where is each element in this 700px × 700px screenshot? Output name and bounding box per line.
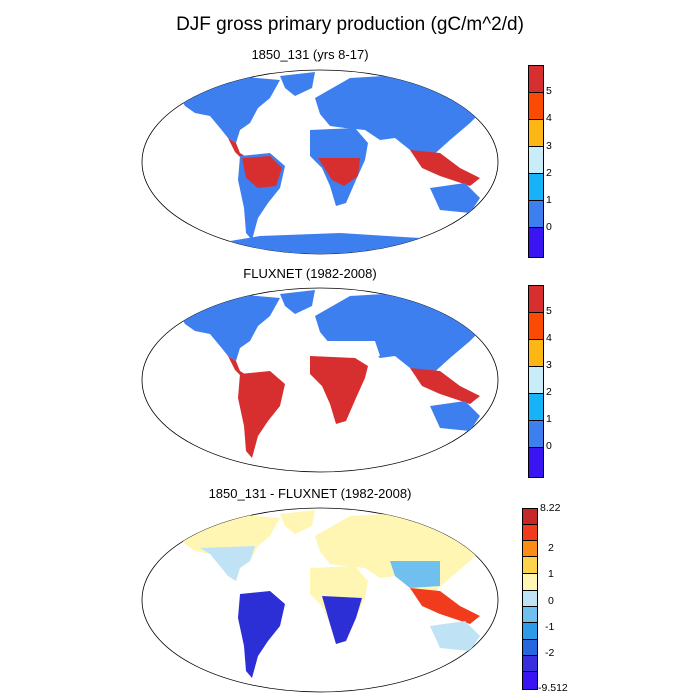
- greenland: [280, 290, 315, 314]
- cbar1-tick-3: 2: [546, 167, 552, 179]
- cbar2-swatch-6: [528, 447, 544, 478]
- cbar2-tick-3: 2: [546, 386, 552, 398]
- cbar1-tick-4: 1: [546, 194, 552, 206]
- south-america: [238, 371, 285, 458]
- cbar1-tick-2: 3: [546, 140, 552, 152]
- australia: [430, 621, 480, 651]
- australia: [430, 401, 480, 431]
- africa-tropics: [318, 158, 360, 186]
- se-asia: [410, 368, 480, 404]
- map-panel-3: [141, 507, 499, 693]
- cbar2-tick-5: 0: [546, 440, 552, 452]
- cbar1-swatch-1: [528, 92, 544, 121]
- colorbar-panel-1: [528, 65, 544, 258]
- central-america: [228, 356, 248, 379]
- cbar1-swatch-0: [528, 65, 544, 94]
- cbar3-tick-2: 1: [548, 568, 554, 580]
- central-america: [228, 138, 248, 161]
- cbar1-tick-5: 0: [546, 221, 552, 233]
- cbar2-swatch-3: [528, 366, 544, 395]
- greenland: [280, 72, 315, 96]
- panel-1-title: 1850_131 (yrs 8-17): [251, 47, 369, 62]
- cbar3-tick-6: -9.512: [538, 682, 568, 694]
- cbar3-tick-5: -2: [545, 647, 555, 659]
- cbar3-tick-4: -1: [545, 621, 555, 633]
- cbar2-swatch-2: [528, 339, 544, 368]
- cbar2-tick-4: 1: [546, 413, 552, 425]
- cbar3-tick-3: 0: [548, 595, 554, 607]
- amazon: [242, 156, 282, 188]
- north-america-south: [200, 546, 255, 581]
- cbar2-tick-0: 5: [546, 305, 552, 317]
- cbar2-swatch-4: [528, 393, 544, 422]
- cbar3-tick-1: 2: [548, 542, 554, 554]
- se-asia: [410, 588, 480, 624]
- cbar3-tick-0: 8.22: [540, 502, 561, 514]
- cbar2-swatch-5: [528, 420, 544, 449]
- greenland: [280, 510, 315, 534]
- south-asia: [390, 561, 440, 588]
- cbar1-swatch-5: [528, 200, 544, 229]
- cbar2-tick-2: 3: [546, 359, 552, 371]
- cbar1-swatch-3: [528, 146, 544, 175]
- cbar1-swatch-6: [528, 227, 544, 258]
- south-america: [238, 591, 285, 678]
- map-panel-1: [141, 69, 499, 255]
- map-panel-2: [141, 287, 499, 473]
- cbar3-swatch-10: [522, 671, 538, 690]
- cbar1-swatch-4: [528, 173, 544, 202]
- colorbar-panel-2: [528, 285, 544, 478]
- cbar1-swatch-2: [528, 119, 544, 148]
- australia: [430, 183, 480, 213]
- cbar1-tick-0: 5: [546, 85, 552, 97]
- panel-2-title: FLUXNET (1982-2008): [243, 266, 377, 281]
- colorbar-panel-3: [522, 508, 538, 690]
- africa-south: [322, 596, 362, 644]
- africa: [310, 356, 368, 424]
- panel-3-title: 1850_131 - FLUXNET (1982-2008): [208, 486, 412, 501]
- cbar2-tick-1: 4: [546, 332, 552, 344]
- cbar1-tick-1: 4: [546, 112, 552, 124]
- cbar2-swatch-0: [528, 285, 544, 314]
- se-asia: [410, 150, 480, 186]
- main-title: DJF gross primary production (gC/m^2/d): [176, 14, 524, 35]
- cbar2-swatch-1: [528, 312, 544, 341]
